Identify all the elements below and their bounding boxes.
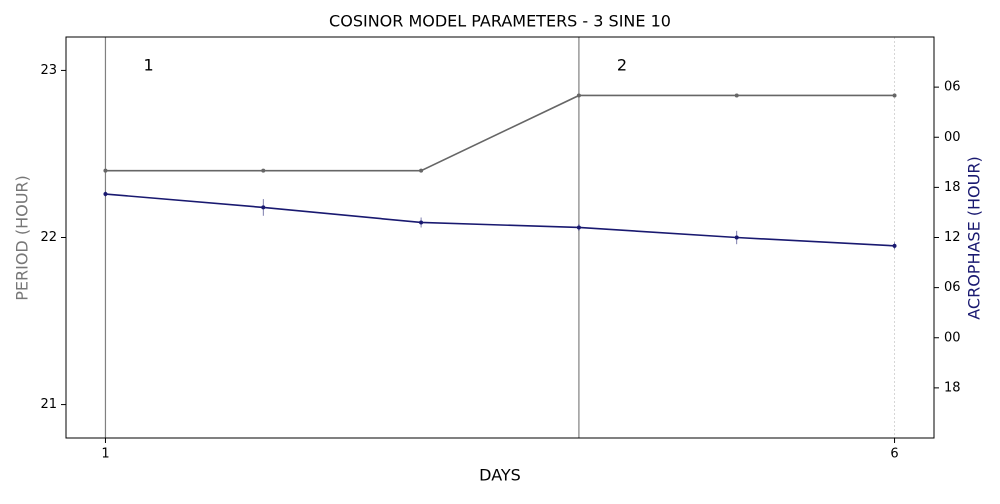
y2-tick-label: 06	[944, 80, 961, 95]
y-tick-label: 21	[40, 397, 57, 412]
x-tick-label: 1	[101, 447, 109, 462]
point	[419, 168, 424, 173]
x-axis-label: DAYS	[479, 466, 521, 485]
annotation-label: 2	[617, 56, 627, 75]
point	[103, 192, 108, 197]
series-line	[105, 193, 895, 247]
chart-title: COSINOR MODEL PARAMETERS - 3 SINE 10	[329, 12, 671, 31]
point	[892, 93, 897, 98]
y-tick-label: 23	[40, 63, 57, 78]
x-tick-label: 6	[890, 447, 898, 462]
point	[892, 243, 897, 248]
y2-tick-label: 00	[944, 330, 961, 345]
point	[734, 93, 739, 98]
point	[576, 225, 581, 230]
point	[261, 205, 266, 210]
y2-tick-label: 06	[944, 280, 961, 295]
y2-tick-label: 18	[944, 180, 961, 195]
point	[261, 168, 266, 173]
y-tick-label: 22	[40, 230, 57, 245]
point	[576, 93, 581, 98]
series-line	[105, 94, 895, 172]
y2-tick-label: 18	[944, 380, 961, 395]
annotation-label: 1	[143, 56, 153, 75]
point	[103, 168, 108, 173]
y2-axis-label: ACROPHASE (HOUR)	[965, 156, 984, 319]
y2-tick-label: 00	[944, 130, 961, 145]
y-axis-label: PERIOD (HOUR)	[13, 175, 32, 301]
point	[419, 220, 424, 225]
y2-tick-label: 12	[944, 230, 961, 245]
point	[734, 235, 739, 240]
plot-frame	[65, 36, 935, 439]
